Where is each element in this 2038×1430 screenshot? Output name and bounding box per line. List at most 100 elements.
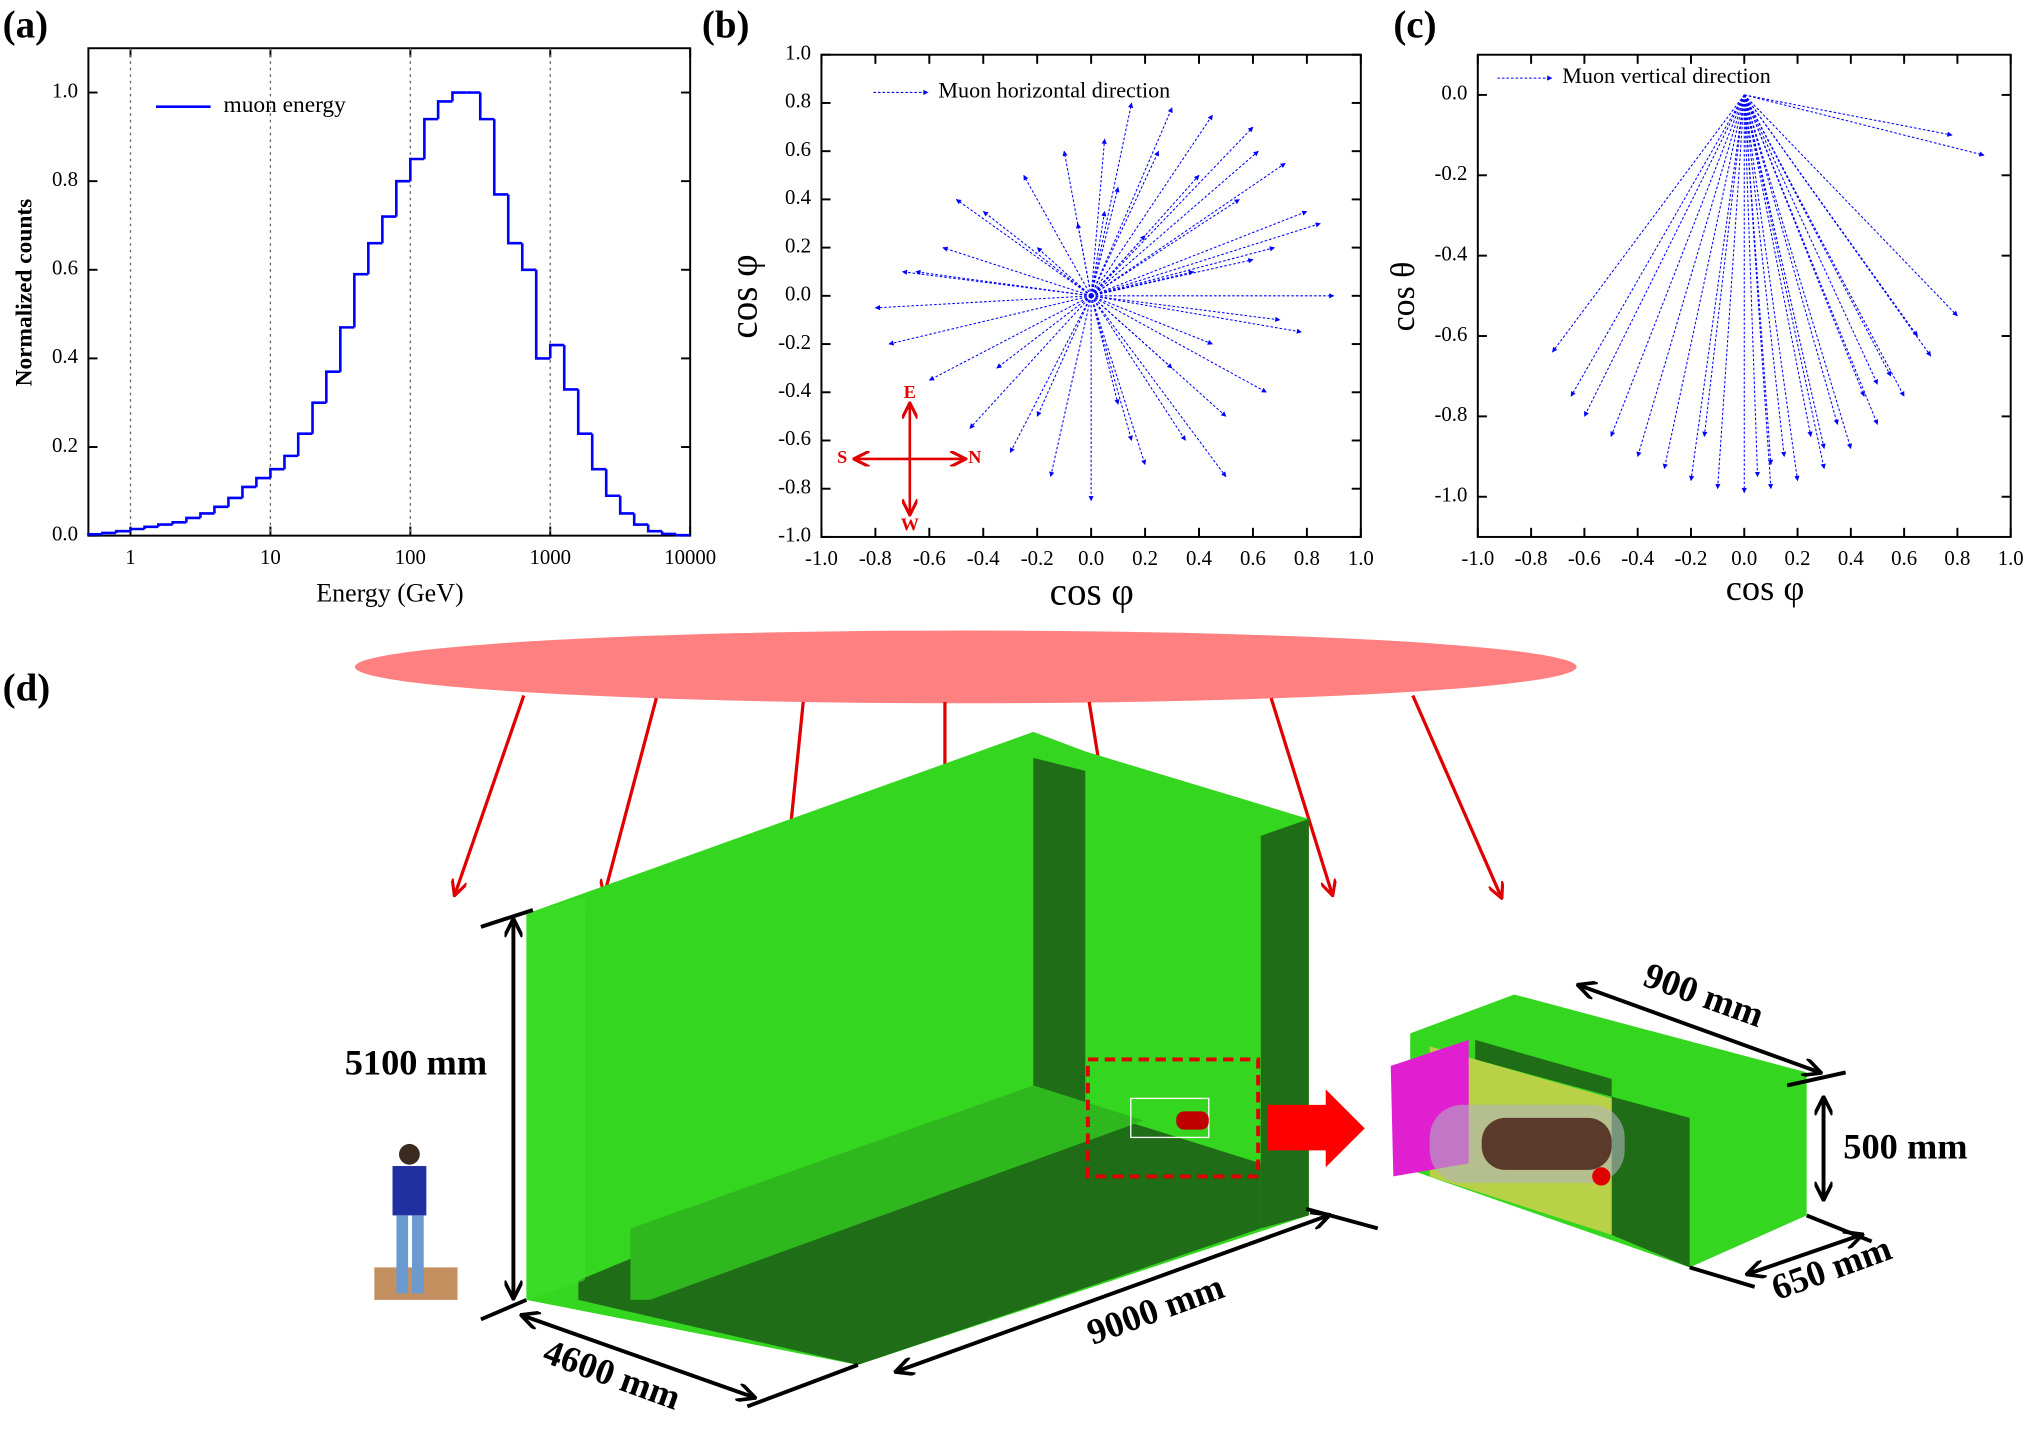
x-tick-label: 1 xyxy=(125,546,135,569)
direction-arrow xyxy=(1743,94,1761,478)
x-tick-label: 100 xyxy=(395,546,426,569)
histogram-step xyxy=(199,512,215,518)
direction-arrow xyxy=(1743,94,1958,317)
x-tick-label: -0.2 xyxy=(1021,547,1054,570)
direction-arrow xyxy=(1090,295,1227,478)
histogram-step xyxy=(171,521,187,525)
muon-source xyxy=(354,630,1577,704)
x-tick-label: -0.6 xyxy=(913,547,946,570)
direction-arrow xyxy=(1743,94,1787,458)
plot-frame xyxy=(87,47,692,537)
direction-arrow xyxy=(1090,295,1213,345)
direction-arrow xyxy=(1023,174,1092,297)
x-tick-label: 0.6 xyxy=(1240,547,1266,570)
x-tick-label: -1.0 xyxy=(805,547,838,570)
x-tick-label: 1000 xyxy=(529,546,571,569)
histogram-step xyxy=(534,269,551,360)
histogram-step xyxy=(213,505,229,514)
histogram-step xyxy=(255,476,271,487)
x-tick-label: 10000 xyxy=(664,546,716,569)
diagram: (d) 5100 mm 4600 mm 9000 mm 900 mm 500 m… xyxy=(3,630,1968,1418)
histogram-step xyxy=(562,345,579,391)
histogram-step xyxy=(283,454,299,470)
direction-arrow xyxy=(1090,162,1286,297)
x-tick-label: -0.4 xyxy=(967,547,1001,570)
direction-arrow xyxy=(1715,94,1745,490)
y-tick-label: -1.0 xyxy=(778,524,811,547)
histogram-step xyxy=(353,272,369,328)
y-tick-label: 0.4 xyxy=(52,345,79,368)
direction-arrow xyxy=(1090,295,1120,405)
histogram-step xyxy=(156,523,173,527)
histogram-step xyxy=(548,343,565,359)
dimension-lines xyxy=(513,920,1861,1397)
direction-arrow xyxy=(1743,94,1879,425)
x-axis-label: cos φ xyxy=(1050,570,1134,613)
y-tick-label: -0.2 xyxy=(1435,162,1468,185)
x-tick-label: 10 xyxy=(260,546,281,569)
histogram-step xyxy=(129,527,145,532)
compass-label: S xyxy=(837,447,847,467)
y-tick-label: 1.0 xyxy=(52,79,78,102)
x-tick-label: 0.6 xyxy=(1891,547,1917,570)
y-tick-label: -0.8 xyxy=(1435,403,1468,426)
direction-arrow xyxy=(1090,210,1107,296)
direction-arrow xyxy=(1662,94,1745,470)
x-tick-label: 0.8 xyxy=(1294,547,1320,570)
x-tick-label: 1.0 xyxy=(1998,547,2024,570)
direction-arrow xyxy=(1090,186,1120,296)
histogram-step xyxy=(646,524,663,533)
direction-arrow xyxy=(1743,94,1813,437)
dimension-label: 5100 mm xyxy=(345,1042,487,1082)
direction-arrow xyxy=(928,295,1092,381)
histogram-step xyxy=(632,513,649,526)
compass-label: E xyxy=(904,382,916,402)
direction-arrow xyxy=(1583,94,1745,417)
direction-arrow xyxy=(1743,94,1865,397)
compass-label: N xyxy=(968,447,981,467)
direction-arrow xyxy=(1743,94,1826,450)
compass-label: W xyxy=(901,515,919,535)
histogram-step xyxy=(87,533,103,536)
panel-label: (b) xyxy=(702,4,750,47)
direction-arrow xyxy=(1090,150,1259,297)
y-axis-label: Normalized counts xyxy=(11,199,37,387)
direction-arrow xyxy=(1743,94,1918,337)
direction-arrow xyxy=(1009,295,1092,454)
legend-label: Muon vertical direction xyxy=(1562,63,1770,88)
person xyxy=(374,1143,458,1300)
direction-arrow xyxy=(1743,94,1892,377)
panel-label: (c) xyxy=(1393,4,1436,47)
histogram-step xyxy=(269,467,285,479)
histogram-step xyxy=(423,117,439,160)
direction-arrow xyxy=(1090,295,1267,393)
y-tick-label: 0.0 xyxy=(52,522,78,545)
panel-label: (a) xyxy=(3,4,48,47)
x-tick-label: -0.6 xyxy=(1568,547,1601,570)
x-tick-label: 0.0 xyxy=(1731,547,1757,570)
direction-arrow xyxy=(915,269,1092,297)
histogram-step xyxy=(436,100,453,120)
x-tick-label: 0.2 xyxy=(1132,547,1158,570)
direction-arrow xyxy=(1551,94,1745,353)
x-tick-label: 0.8 xyxy=(1944,547,1970,570)
histogram-step xyxy=(311,401,327,434)
x-tick-label: -0.8 xyxy=(859,547,892,570)
dimension-label: 4600 mm xyxy=(538,1331,686,1417)
y-tick-label: 0.4 xyxy=(785,186,812,209)
histogram-step xyxy=(520,243,537,272)
direction-arrow xyxy=(1090,126,1254,297)
direction-arrow xyxy=(888,295,1092,346)
direction-arrow xyxy=(1062,150,1092,296)
direction-arrow xyxy=(1090,107,1173,297)
histogram-step xyxy=(674,533,691,537)
x-tick-label: -1.0 xyxy=(1461,547,1494,570)
direction-arrow xyxy=(1743,94,1878,385)
shield xyxy=(526,731,1365,1365)
histogram-step xyxy=(143,525,159,529)
direction-arrow xyxy=(1090,138,1107,296)
y-tick-label: 0.6 xyxy=(785,138,811,161)
dimension-label: 650 mm xyxy=(1766,1228,1896,1308)
legend-label: muon energy xyxy=(224,92,347,118)
histogram-step xyxy=(185,516,201,523)
